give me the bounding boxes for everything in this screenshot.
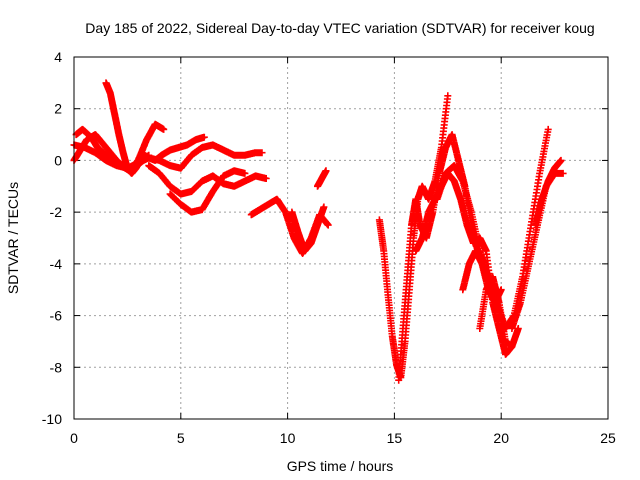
series-arc-6 [166,167,249,216]
series-arc-8 [288,203,328,255]
series-markers [145,162,270,198]
x-tick-label: 15 [387,430,403,446]
data-series [70,79,567,384]
series-arc-15 [476,273,516,351]
y-tick-label: 2 [54,101,62,117]
series-markers [531,156,565,229]
y-tick-label: -6 [50,308,63,324]
series-arc-9 [314,167,330,190]
series-arc-5 [145,162,270,198]
x-tick-label: 5 [177,430,185,446]
y-tick-label: -10 [42,411,62,427]
y-tick-label: -2 [50,204,63,220]
series-markers [476,273,516,351]
x-tick-label: 0 [70,430,78,446]
y-tick-label: -4 [50,256,63,272]
series-markers [314,167,330,190]
chart-title: Day 185 of 2022, Sidereal Day-to-day VTE… [85,20,594,36]
y-tick-label: 0 [54,152,62,168]
series-markers [166,167,249,216]
y-tick-label: 4 [54,49,62,65]
series-markers [288,203,328,255]
x-axis-label: GPS time / hours [287,458,394,474]
x-tick-label: 10 [280,430,296,446]
y-axis-label: SDTVAR / TECUs [5,182,21,294]
series-arc-17 [531,156,565,229]
plot-frame [73,56,609,420]
x-tick-label: 20 [493,430,509,446]
y-tick-label: -8 [50,359,63,375]
x-tick-label: 25 [600,430,616,446]
grid-lines [74,57,608,419]
